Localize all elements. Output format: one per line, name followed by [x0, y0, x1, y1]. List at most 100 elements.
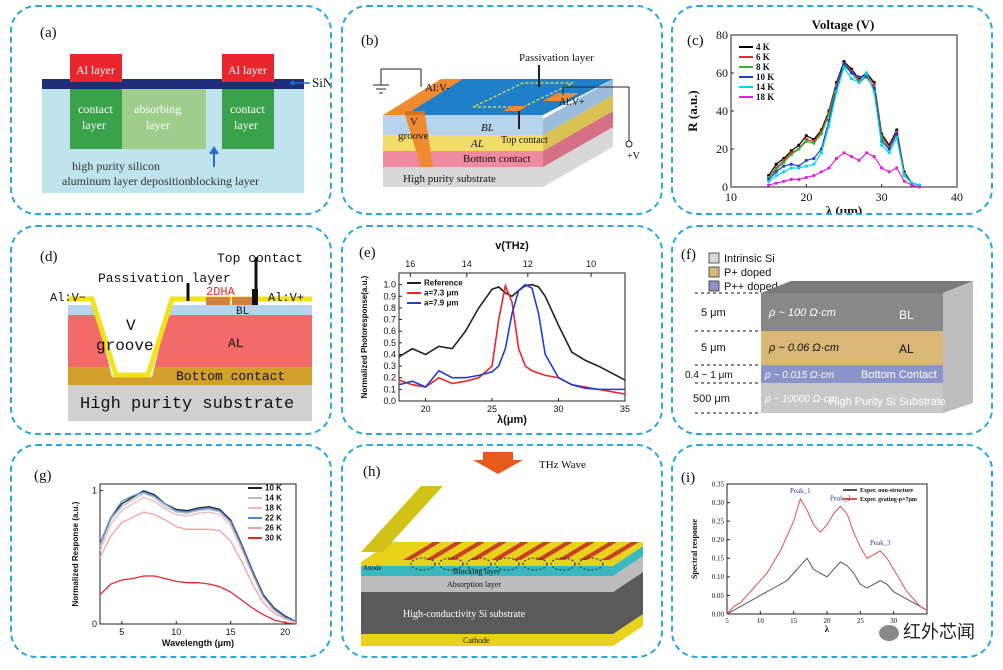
data-point: [849, 71, 854, 75]
contact-right-line1: contact: [230, 102, 265, 116]
contact-left-line2: layer: [82, 118, 106, 132]
data-point: [865, 71, 869, 75]
data-point: [774, 181, 778, 185]
data-point: [865, 151, 869, 155]
series-line: [99, 496, 297, 622]
legend-swatch-intrinsic: [708, 252, 720, 264]
data-point: [895, 132, 899, 136]
x-tick-label: 15: [226, 627, 236, 637]
series-line: [398, 283, 626, 381]
dha-block-1: [206, 297, 230, 305]
top-contact-label: Top contact: [217, 251, 303, 266]
y-tick-label: 0: [92, 619, 97, 629]
vplus-terminal: [625, 140, 633, 148]
groove-line2: groove: [96, 337, 154, 355]
anode-label: Anode: [363, 564, 382, 572]
field-loop: [410, 557, 436, 571]
data-point: [849, 155, 854, 159]
data-point: [812, 174, 816, 178]
al-right-text: Al layer: [228, 63, 267, 77]
groove-line1: V: [126, 317, 136, 335]
bl-label: BL: [236, 306, 249, 318]
data-point: [812, 141, 816, 145]
al-plus-label: Al:V+: [268, 291, 304, 305]
y-tick-label: 0.4: [383, 349, 396, 359]
data-point: [797, 166, 801, 170]
resistivity-label: ρ ~ 100 Ω·cm: [768, 307, 836, 319]
data-point: [812, 162, 816, 166]
thickness-label: 5 μm: [701, 342, 726, 354]
legend-label: a=7.9 μm: [424, 299, 458, 308]
series-line: [99, 575, 297, 625]
x-tick-label: 40: [951, 190, 963, 204]
data-point: [842, 61, 846, 66]
legend-label: 14 K: [265, 494, 282, 503]
contact-right-line2: layer: [234, 118, 258, 132]
thickness-guides: [695, 292, 761, 414]
grating-stripe: [447, 542, 485, 560]
data-point: [819, 132, 823, 136]
legend-label: Intrinsic Si: [724, 253, 775, 265]
data-point: [880, 166, 884, 170]
data-point: [880, 143, 884, 147]
x-tick-label: 30: [890, 617, 898, 625]
legend-label: a=7.3 μm: [424, 289, 458, 298]
grating-stripe: [601, 542, 639, 560]
panel-f: (f) Intrinsic Si P+ doped P++ doped 5 μm…: [671, 225, 993, 435]
top-contact-post: [252, 289, 258, 305]
top-tick-label: 10: [586, 259, 596, 269]
grating-stripes: [403, 542, 639, 571]
x-tick-label: 5: [725, 617, 729, 625]
substrate-block: [383, 127, 613, 187]
substrate-label: High purity substrate: [403, 173, 496, 185]
panel-h-diagram: THz Wave Anode Blocking layer Absorption…: [361, 452, 643, 646]
field-loop: [578, 557, 604, 571]
series-line: [768, 152, 920, 188]
grating-stripe: [491, 542, 529, 560]
al-layer-left: [70, 54, 122, 82]
al-label: AL: [470, 138, 484, 150]
field-loop: [550, 557, 576, 571]
panel-label: (c): [687, 33, 704, 49]
peak-annotation: Peak_3: [870, 539, 891, 547]
contact-left-line1: contact: [78, 102, 113, 116]
data-point: [767, 179, 771, 183]
y-tick-label: 1: [92, 486, 97, 496]
data-point: [804, 164, 808, 168]
panel-label: (g): [34, 468, 52, 484]
cathode-layer: [361, 614, 643, 646]
data-point: [819, 151, 823, 155]
al-plus-label: Al:V+: [559, 97, 585, 108]
panel-e-chart: 20 25 30 35 0.0 0.10.2 0.3 0.40.5 0.60.7 0.8 0.91.…: [360, 240, 630, 426]
al-layer-right: [222, 54, 274, 82]
x-tick-label: 20: [280, 627, 290, 637]
absorption-label: Absorption layer: [447, 580, 501, 589]
x-tick-label: 20: [824, 617, 832, 625]
sinx-arrowhead: [289, 80, 294, 86]
legend-label: P++ doped: [724, 281, 778, 293]
x-tick-label: 20: [800, 190, 812, 204]
data-point: [917, 185, 921, 189]
data-point: [804, 175, 808, 180]
data-point: [842, 65, 846, 69]
y-tick-label: 0.1: [383, 384, 396, 394]
data-point: [857, 80, 861, 85]
cathode-label: Cathode: [463, 636, 490, 645]
passivation-label: Passivation layer: [519, 52, 594, 64]
series-line: [99, 511, 297, 624]
data-point: [887, 151, 891, 155]
x-tick-label: 25: [487, 404, 497, 414]
y-tick-label: 0.9: [383, 291, 396, 301]
data-point: [774, 174, 778, 178]
panel-i: (i) 5 10 15 20 25 30 0.00 0.05 0.10 0.15 0.20 0.25 0…: [671, 444, 993, 658]
anode-strip-front: [361, 542, 643, 566]
data-point: [827, 124, 831, 128]
sinx-text: SiN: [312, 75, 332, 90]
al-slab: [761, 331, 943, 365]
substrate-layer: [361, 572, 643, 634]
data-point: [842, 151, 846, 155]
data-point: [812, 156, 816, 161]
series-line: [726, 557, 928, 615]
resistivity-label: ρ ~ 10000 Ω·cm: [764, 394, 837, 405]
data-point: [797, 143, 801, 147]
